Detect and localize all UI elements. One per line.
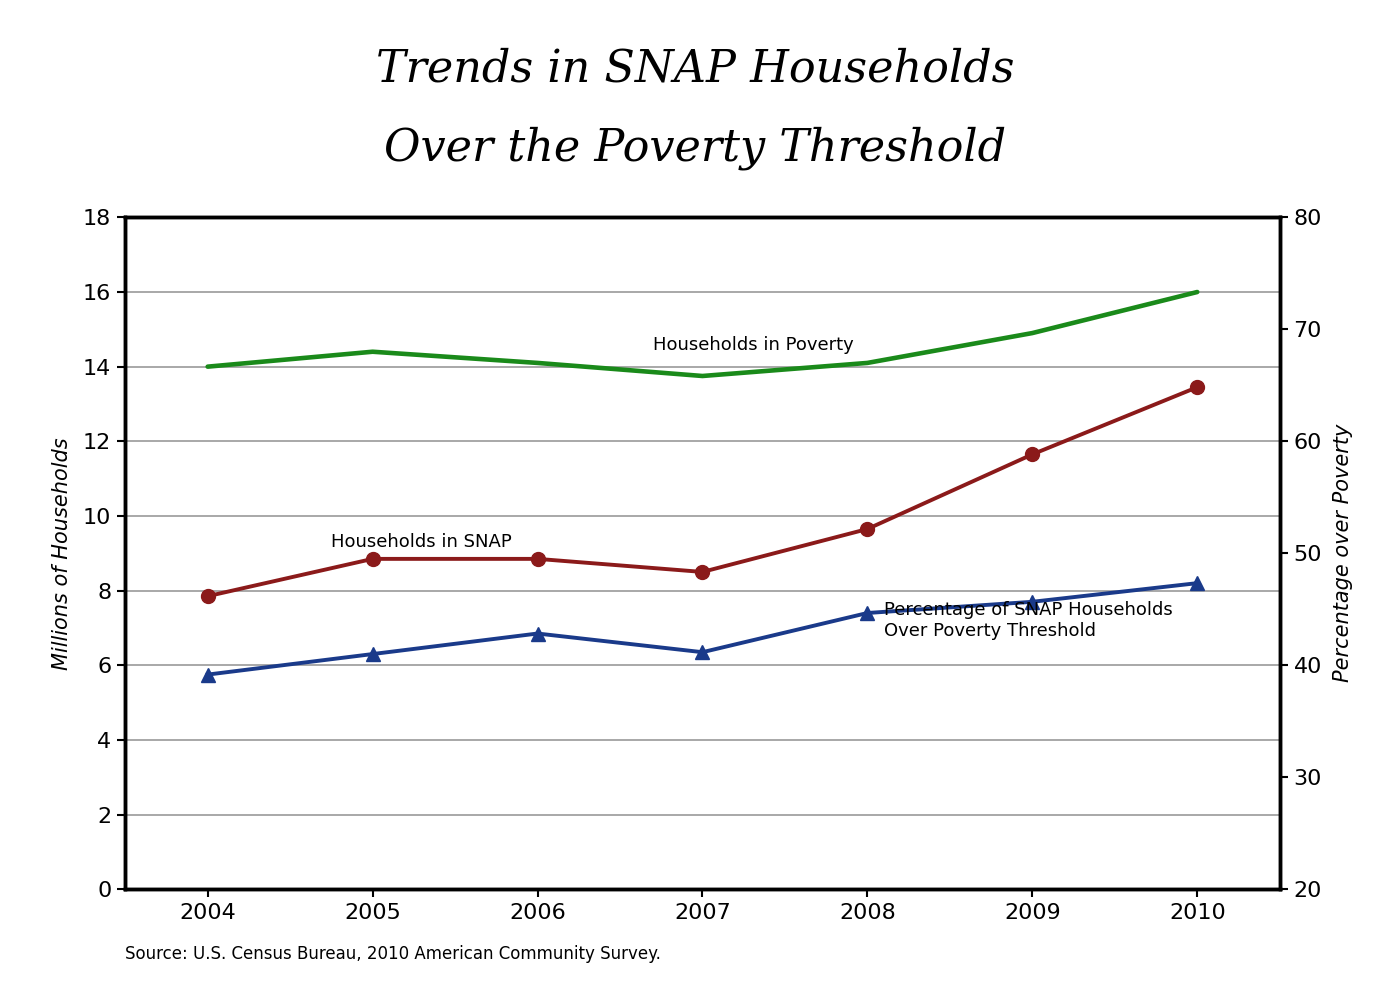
Text: Households in Poverty: Households in Poverty xyxy=(652,336,854,354)
Y-axis label: Millions of Households: Millions of Households xyxy=(51,437,72,670)
Y-axis label: Percentage over Poverty: Percentage over Poverty xyxy=(1333,424,1353,683)
Text: Percentage of SNAP Households
Over Poverty Threshold: Percentage of SNAP Households Over Pover… xyxy=(883,601,1173,640)
Text: Source: U.S. Census Bureau, 2010 American Community Survey.: Source: U.S. Census Bureau, 2010 America… xyxy=(125,946,661,963)
Text: Trends in SNAP Households: Trends in SNAP Households xyxy=(376,47,1015,91)
Text: Over the Poverty Threshold: Over the Poverty Threshold xyxy=(384,126,1007,170)
Text: Households in SNAP: Households in SNAP xyxy=(331,534,512,551)
